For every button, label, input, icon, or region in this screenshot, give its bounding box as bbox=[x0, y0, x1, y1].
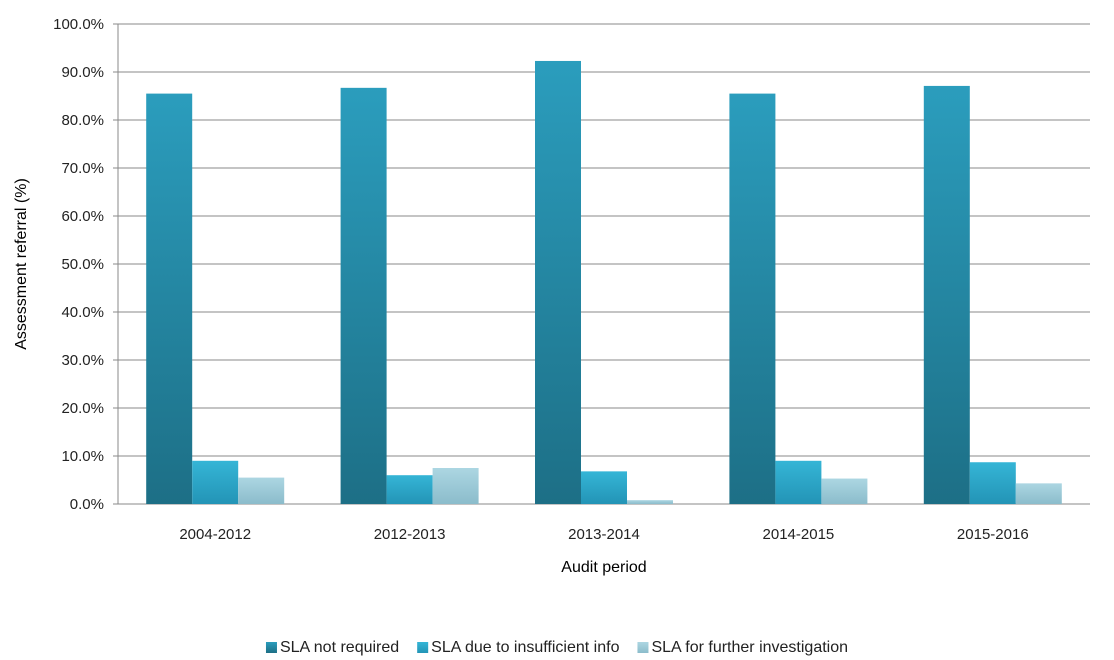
gridlines bbox=[118, 23, 1090, 505]
legend: SLA not required SLA due to insufficient … bbox=[265, 639, 848, 656]
y-tick-label: 10.0% bbox=[61, 448, 104, 465]
bar-3-2014-2015 bbox=[821, 478, 868, 504]
bar-1-2012-2013 bbox=[340, 87, 387, 504]
legend-swatch bbox=[417, 642, 429, 653]
legend-item-1: SLA not required bbox=[265, 639, 399, 656]
bars bbox=[146, 60, 1062, 505]
legend-swatch bbox=[637, 642, 649, 653]
x-tick-label: 2012-2013 bbox=[374, 526, 446, 543]
bar-2-2012-2013 bbox=[386, 475, 433, 504]
x-axis-title: Audit period bbox=[561, 559, 646, 576]
y-axis-title: Assessment referral (%) bbox=[13, 178, 30, 350]
bar-1-2015-2016 bbox=[923, 85, 970, 505]
y-tick-label: 90.0% bbox=[61, 64, 104, 81]
y-tick-label: 40.0% bbox=[61, 304, 104, 321]
y-tick-label: 60.0% bbox=[61, 208, 104, 225]
y-tick-label: 80.0% bbox=[61, 112, 104, 129]
bar-3-2015-2016 bbox=[1015, 483, 1062, 504]
bar-1-2013-2014 bbox=[535, 60, 581, 505]
bar-3-2013-2014 bbox=[627, 500, 673, 504]
y-tick-label: 0.0% bbox=[70, 496, 104, 513]
bar-1-2004-2012 bbox=[146, 93, 193, 504]
x-tick-label: 2014-2015 bbox=[763, 526, 835, 543]
legend-label: SLA not required bbox=[280, 639, 399, 656]
legend-item-2: SLA due to insufficient info bbox=[417, 639, 620, 656]
y-tick-label: 50.0% bbox=[61, 256, 104, 273]
legend-swatch bbox=[265, 642, 277, 653]
bar-2-2013-2014 bbox=[581, 471, 627, 504]
x-tick-label: 2004-2012 bbox=[179, 526, 251, 543]
legend-label: SLA for further investigation bbox=[651, 639, 848, 656]
x-tick-label: 2013-2014 bbox=[568, 526, 640, 543]
bar-1-2014-2015 bbox=[729, 93, 776, 504]
y-tick-label: 30.0% bbox=[61, 352, 104, 369]
bar-3-2012-2013 bbox=[432, 468, 479, 504]
bar-2-2004-2012 bbox=[192, 460, 239, 504]
y-tick-label: 70.0% bbox=[61, 160, 104, 177]
y-tick-label: 100.0% bbox=[53, 16, 104, 33]
axes: 0.0% 10.0% 20.0% 30.0% 40.0% 50.0% 60.0% 70.0% 8… bbox=[53, 16, 1029, 543]
bar-3-2004-2012 bbox=[238, 477, 285, 504]
legend-item-3: SLA for further investigation bbox=[637, 639, 848, 656]
x-tick-label: 2015-2016 bbox=[957, 526, 1029, 543]
y-tick-label: 20.0% bbox=[61, 400, 104, 417]
bar-2-2015-2016 bbox=[969, 462, 1016, 504]
bar-2-2014-2015 bbox=[775, 460, 822, 504]
legend-label: SLA due to insufficient info bbox=[431, 639, 619, 656]
